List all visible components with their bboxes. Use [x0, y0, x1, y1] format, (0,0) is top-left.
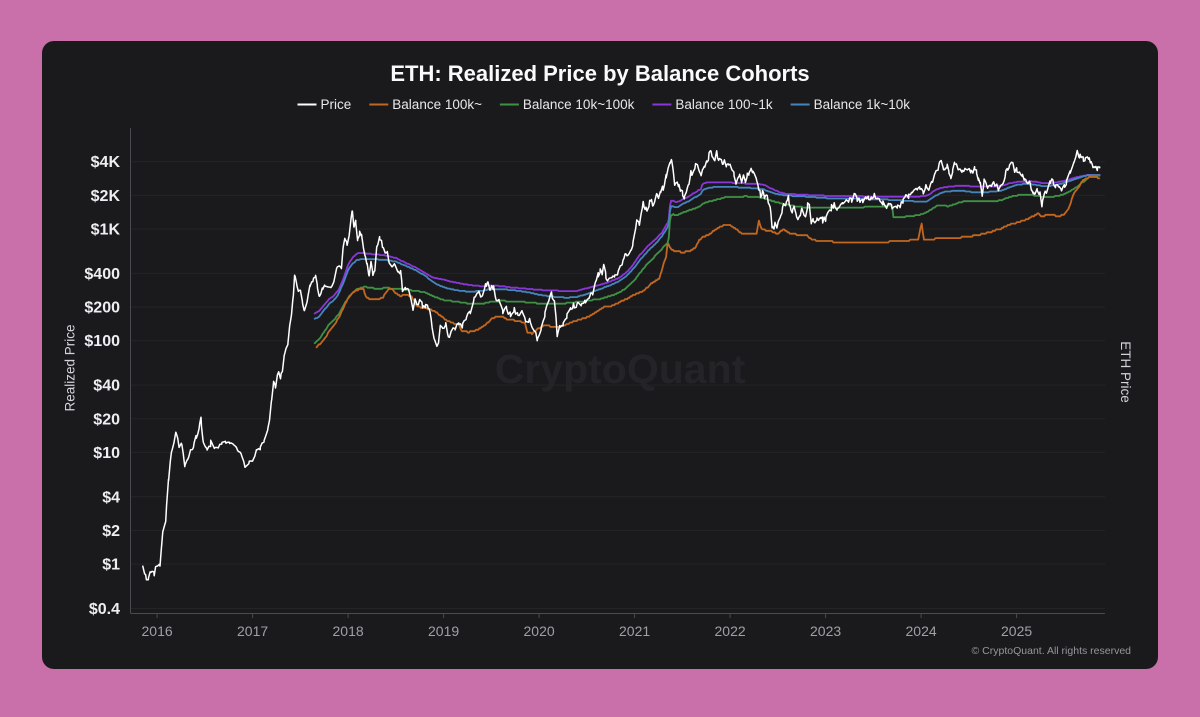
- svg-text:$100: $100: [84, 333, 120, 350]
- svg-text:$4K: $4K: [91, 154, 121, 171]
- svg-text:Balance 100~1k: Balance 100~1k: [675, 97, 772, 112]
- svg-text:$1: $1: [102, 557, 120, 574]
- svg-text:ETH: Realized Price by Balance: ETH: Realized Price by Balance Cohorts: [390, 61, 809, 86]
- svg-text:2023: 2023: [810, 623, 841, 639]
- svg-text:Balance 100k~: Balance 100k~: [392, 97, 482, 112]
- svg-text:Balance 1k~10k: Balance 1k~10k: [814, 97, 911, 112]
- svg-text:ETH Price: ETH Price: [1118, 341, 1133, 403]
- svg-text:2019: 2019: [428, 623, 459, 639]
- svg-text:2025: 2025: [1001, 623, 1032, 639]
- svg-text:$1K: $1K: [91, 222, 121, 239]
- svg-text:2022: 2022: [715, 623, 746, 639]
- svg-text:$40: $40: [93, 378, 120, 395]
- svg-text:2018: 2018: [333, 623, 364, 639]
- svg-text:Realized Price: Realized Price: [63, 324, 78, 411]
- svg-text:$4: $4: [102, 489, 120, 506]
- svg-text:CryptoQuant: CryptoQuant: [495, 346, 746, 392]
- svg-text:2024: 2024: [906, 623, 937, 639]
- svg-text:$0.4: $0.4: [89, 601, 120, 618]
- svg-text:$400: $400: [84, 266, 120, 283]
- svg-text:$10: $10: [93, 445, 120, 462]
- svg-text:2021: 2021: [619, 623, 650, 639]
- svg-text:$2K: $2K: [91, 188, 121, 205]
- svg-text:Price: Price: [321, 97, 352, 112]
- svg-text:$200: $200: [84, 300, 120, 317]
- svg-text:$20: $20: [93, 411, 120, 428]
- svg-text:2017: 2017: [237, 623, 268, 639]
- svg-text:Balance 10k~100k: Balance 10k~100k: [523, 97, 635, 112]
- svg-text:© CryptoQuant. All rights rese: © CryptoQuant. All rights reserved: [972, 645, 1132, 657]
- svg-text:$2: $2: [102, 523, 120, 540]
- svg-text:2020: 2020: [524, 623, 555, 639]
- svg-text:2016: 2016: [142, 623, 173, 639]
